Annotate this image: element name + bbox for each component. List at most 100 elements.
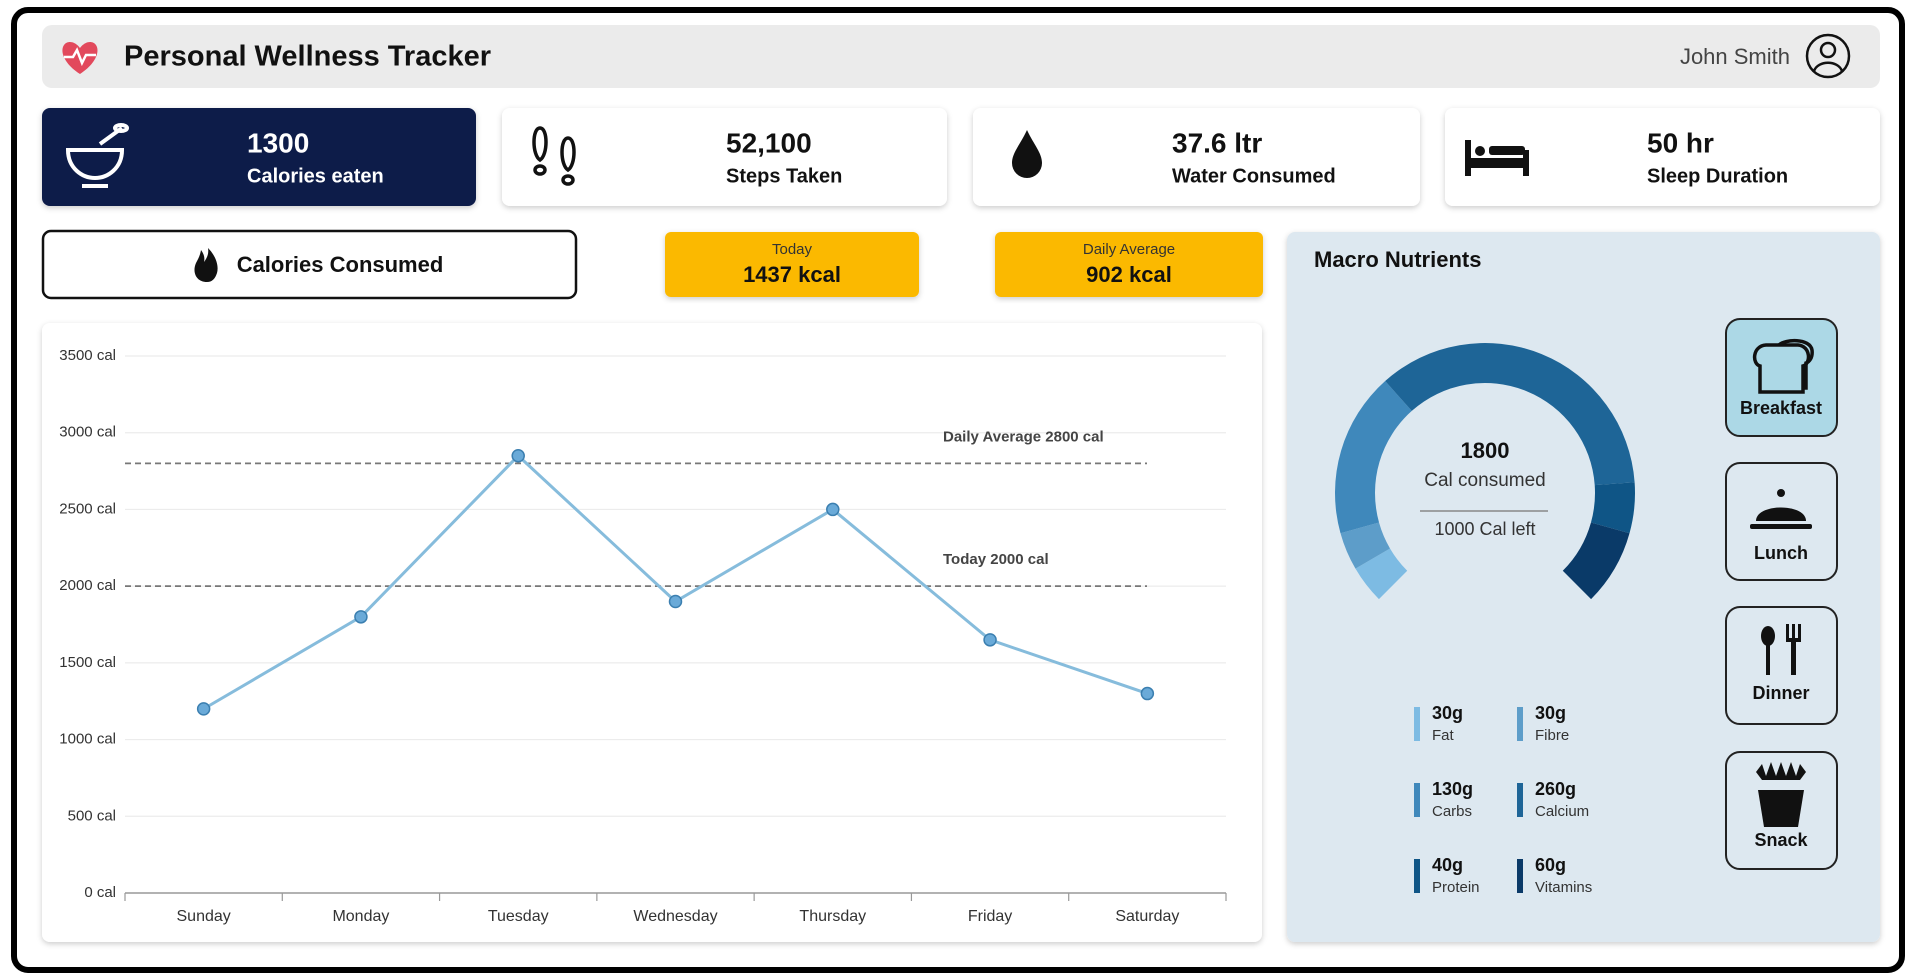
meal-label: Breakfast: [1740, 398, 1822, 418]
stat-box: [665, 232, 919, 297]
nutrient-amount: 260g: [1535, 779, 1576, 799]
footprints-icon: [532, 126, 576, 186]
user-name[interactable]: John Smith: [1680, 44, 1790, 69]
kpi-label: Sleep Duration: [1647, 165, 1788, 187]
stat-box: [995, 232, 1263, 297]
nutrient-amount: 60g: [1535, 855, 1566, 875]
kpi-card[interactable]: [973, 108, 1420, 206]
y-tick-label: 3500 cal: [59, 347, 116, 364]
meal-button[interactable]: [1725, 751, 1838, 870]
water-drop-icon: [1012, 130, 1042, 178]
y-tick-label: 1000 cal: [59, 731, 116, 748]
donut-segment: [1355, 548, 1408, 600]
donut-segment: [1335, 381, 1412, 534]
section-title: Calories Consumed: [237, 252, 444, 277]
stat-label: Today: [772, 241, 813, 258]
legend-swatch: [1517, 783, 1523, 817]
kpi-label: Calories eaten: [247, 165, 384, 187]
kpi-value: 1300: [247, 127, 309, 158]
y-tick-label: 0 cal: [84, 884, 116, 901]
kpi-card[interactable]: [42, 108, 476, 206]
nutrient-amount: 30g: [1535, 703, 1566, 723]
stat-value: 902 kcal: [1086, 262, 1172, 287]
kpi-card[interactable]: [502, 108, 947, 206]
stat-value: 1437 kcal: [743, 262, 841, 287]
x-tick-label: Monday: [332, 908, 389, 925]
meal-label: Snack: [1754, 830, 1808, 850]
y-tick-label: 3000 cal: [59, 424, 116, 441]
stat-label: Daily Average: [1083, 241, 1175, 258]
legend-swatch: [1414, 859, 1420, 893]
panel-title: Macro Nutrients: [1314, 247, 1481, 272]
data-point: [511, 448, 525, 463]
donut-segment: [1590, 482, 1636, 534]
data-point: [196, 702, 211, 716]
bread-icon: [1752, 339, 1814, 394]
x-tick-label: Thursday: [799, 908, 866, 925]
header-bar: [42, 25, 1880, 88]
x-tick-label: Wednesday: [633, 908, 717, 925]
fries-icon: [1756, 762, 1806, 827]
nutrient-name: Vitamins: [1535, 879, 1592, 896]
reference-label: Daily Average 2800 cal: [943, 428, 1104, 445]
kpi-label: Steps Taken: [726, 165, 842, 187]
legend-swatch: [1517, 859, 1523, 893]
kpi-card[interactable]: [1445, 108, 1880, 206]
meal-buttons: Breakfast Lunch Dinner Snack: [1725, 318, 1838, 870]
data-point: [826, 502, 840, 517]
section-button[interactable]: [41, 229, 578, 300]
meal-button[interactable]: [1725, 462, 1838, 581]
kpi-value: 52,100: [726, 127, 812, 158]
donut-remaining: 1000 Cal left: [1434, 519, 1535, 539]
kpi-value: 37.6 ltr: [1172, 127, 1262, 158]
x-tick-label: Friday: [968, 908, 1012, 925]
x-tick-label: Tuesday: [488, 908, 549, 925]
kpi-value: 50 hr: [1647, 127, 1714, 158]
nutrient-name: Carbs: [1432, 803, 1472, 820]
donut-segment: [1385, 343, 1635, 486]
logo-pulse: [64, 47, 96, 67]
bowl-icon: [65, 123, 129, 188]
chart-card: [42, 323, 1262, 942]
y-tick-label: 2000 cal: [59, 577, 116, 594]
app-title: Personal Wellness Tracker: [124, 41, 491, 73]
legend-swatch: [1414, 783, 1420, 817]
cloche-icon: [1750, 489, 1812, 529]
x-tick-label: Saturday: [1115, 908, 1179, 925]
donut-center-label: Cal consumed: [1424, 470, 1545, 491]
nutrient-name: Calcium: [1535, 803, 1589, 820]
meal-label: Lunch: [1754, 543, 1808, 563]
data-point: [668, 594, 683, 609]
donut-chart: [1335, 343, 1636, 600]
x-tick-label: Sunday: [177, 908, 231, 925]
donut-segment: [1340, 522, 1391, 569]
nutrient-name: Protein: [1432, 879, 1480, 896]
donut-center-value: 1800: [1461, 438, 1510, 463]
nutrient-name: Fibre: [1535, 727, 1569, 744]
meal-label: Dinner: [1752, 683, 1809, 703]
nutrient-amount: 130g: [1432, 779, 1473, 799]
meal-button[interactable]: [1725, 318, 1838, 437]
reference-label: Today 2000 cal: [943, 551, 1049, 568]
user-icon[interactable]: [1805, 33, 1851, 79]
nutrient-amount: 30g: [1432, 703, 1463, 723]
nutrient-legend: 30g Fat 30g Fibre 130g Carbs 260g Calcium 40g Pro…: [1414, 703, 1592, 896]
line-chart: 0 cal 500 cal 1000 cal 1500 cal 2000 cal 2500…: [59, 347, 1227, 925]
nutrient-name: Fat: [1432, 727, 1455, 744]
nutrient-amount: 40g: [1432, 855, 1463, 875]
legend-swatch: [1517, 707, 1523, 741]
bed-icon: [1465, 140, 1529, 176]
data-point: [1140, 686, 1155, 701]
y-tick-label: 500 cal: [68, 807, 116, 824]
flame-icon: [194, 248, 218, 282]
meal-button[interactable]: [1725, 606, 1838, 725]
data-point: [983, 633, 997, 647]
data-point: [354, 610, 368, 624]
cutlery-icon: [1761, 624, 1801, 675]
y-tick-label: 1500 cal: [59, 654, 116, 671]
kpi-label: Water Consumed: [1172, 165, 1336, 187]
donut-segment: [1562, 522, 1630, 600]
y-tick-label: 2500 cal: [59, 500, 116, 517]
